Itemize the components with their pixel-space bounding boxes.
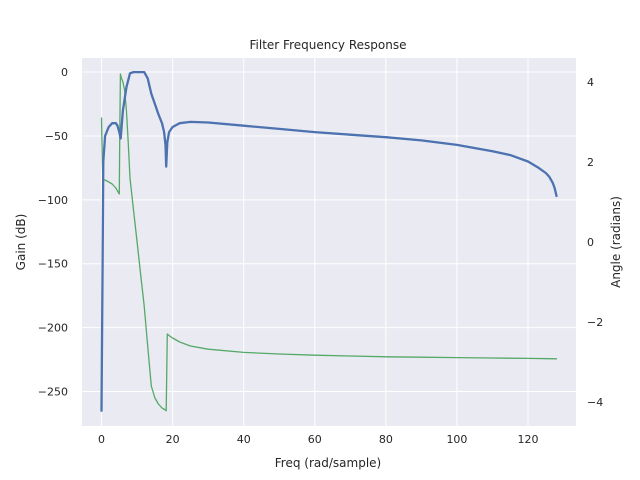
x-axis-label: Freq (rad/sample)	[275, 456, 381, 470]
gain-series-line	[100, 70, 558, 412]
plot-area	[82, 58, 576, 426]
y2-tick-label: −4	[587, 396, 603, 409]
grid	[82, 58, 576, 426]
y-tick-label: −150	[38, 258, 68, 271]
y-tick-label: 0	[61, 66, 68, 79]
y-axis-label: Gain (dB)	[14, 214, 28, 271]
y2-tick-label: 4	[587, 76, 594, 89]
y-tick-label: −200	[38, 322, 68, 335]
y2-tick-label: −2	[587, 316, 603, 329]
x-tick-label: 0	[98, 433, 105, 446]
x-tick-label: 80	[379, 433, 393, 446]
y2-axis-label: Angle (radians)	[609, 196, 623, 288]
tick-labels: 0 20 40 60 80 100 1200−50−100−150−200−250420−2…	[38, 66, 603, 446]
y2-tick-label: 2	[587, 156, 594, 169]
y2-tick-label: 0	[587, 236, 594, 249]
series-layer	[100, 70, 558, 412]
x-tick-label: 40	[237, 433, 251, 446]
x-tick-label: 100	[446, 433, 467, 446]
x-tick-label: 120	[518, 433, 539, 446]
chart-title: Filter Frequency Response	[250, 38, 407, 52]
y-tick-label: −250	[38, 386, 68, 399]
phase-series-line	[100, 73, 558, 412]
x-tick-label: 60	[308, 433, 322, 446]
y-tick-label: −50	[45, 130, 68, 143]
x-tick-label: 20	[166, 433, 180, 446]
y-tick-label: −100	[38, 194, 68, 207]
